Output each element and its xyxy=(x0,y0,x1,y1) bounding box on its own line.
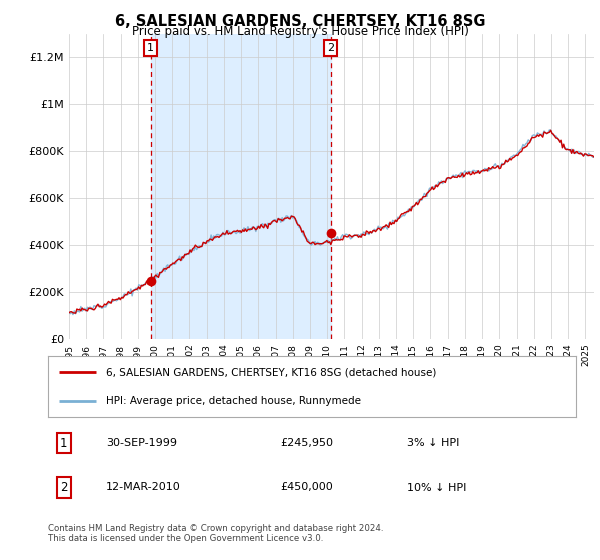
Text: 12-MAR-2010: 12-MAR-2010 xyxy=(106,483,181,492)
Text: 6, SALESIAN GARDENS, CHERTSEY, KT16 8SG: 6, SALESIAN GARDENS, CHERTSEY, KT16 8SG xyxy=(115,14,485,29)
Text: 1: 1 xyxy=(60,437,68,450)
Text: £245,950: £245,950 xyxy=(280,438,334,448)
Text: 2: 2 xyxy=(60,481,68,494)
Text: 1: 1 xyxy=(147,43,154,53)
Text: Contains HM Land Registry data © Crown copyright and database right 2024.
This d: Contains HM Land Registry data © Crown c… xyxy=(48,524,383,543)
Text: 10% ↓ HPI: 10% ↓ HPI xyxy=(407,483,466,492)
Text: 30-SEP-1999: 30-SEP-1999 xyxy=(106,438,177,448)
Bar xyxy=(151,34,331,339)
Text: 2: 2 xyxy=(327,43,334,53)
Text: 6, SALESIAN GARDENS, CHERTSEY, KT16 8SG (detached house): 6, SALESIAN GARDENS, CHERTSEY, KT16 8SG … xyxy=(106,367,436,377)
Text: Price paid vs. HM Land Registry's House Price Index (HPI): Price paid vs. HM Land Registry's House … xyxy=(131,25,469,38)
Text: £450,000: £450,000 xyxy=(280,483,333,492)
Text: 3% ↓ HPI: 3% ↓ HPI xyxy=(407,438,460,448)
Text: HPI: Average price, detached house, Runnymede: HPI: Average price, detached house, Runn… xyxy=(106,395,361,405)
